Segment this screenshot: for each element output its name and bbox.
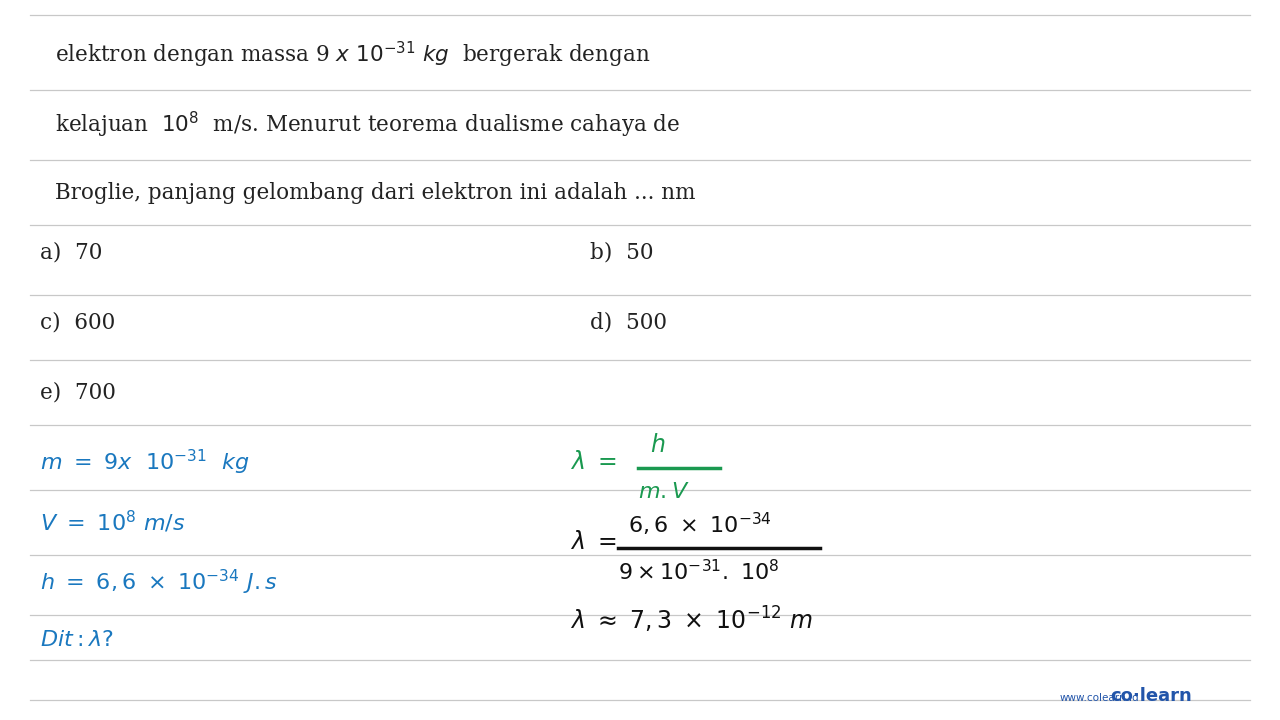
Text: $Dit: \lambda?$: $Dit: \lambda?$ [40, 630, 114, 650]
Text: kelajuan  $10^{8}$  m/s. Menurut teorema dualisme cahaya de: kelajuan $10^{8}$ m/s. Menurut teorema d… [55, 110, 680, 140]
Text: co·learn: co·learn [1110, 687, 1192, 705]
Text: b)  50: b) 50 [590, 241, 654, 263]
Text: a)  70: a) 70 [40, 241, 102, 263]
Text: d)  500: d) 500 [590, 311, 667, 333]
Text: $h$: $h$ [650, 433, 666, 457]
Text: $h\ =\ 6,6\ \times\ 10^{-34}\ J.s$: $h\ =\ 6,6\ \times\ 10^{-34}\ J.s$ [40, 567, 278, 597]
Text: $m\ =\ 9x\ \ 10^{-31}\ \ kg$: $m\ =\ 9x\ \ 10^{-31}\ \ kg$ [40, 447, 250, 477]
Text: $\lambda\ \approx\ 7,3\ \times\ 10^{-12}\ m$: $\lambda\ \approx\ 7,3\ \times\ 10^{-12}… [570, 605, 813, 635]
Text: $\lambda\ =$: $\lambda\ =$ [570, 450, 617, 474]
Text: $6,6\ \times\ 10^{-34}$: $6,6\ \times\ 10^{-34}$ [628, 510, 772, 538]
Text: Broglie, panjang gelombang dari elektron ini adalah ... nm: Broglie, panjang gelombang dari elektron… [55, 182, 695, 204]
Text: c)  600: c) 600 [40, 311, 115, 333]
Text: e)  700: e) 700 [40, 381, 116, 403]
Text: $m.V$: $m.V$ [637, 482, 690, 502]
Text: elektron dengan massa 9 $x$ $10^{-31}$ $kg$  bergerak dengan: elektron dengan massa 9 $x$ $10^{-31}$ $… [55, 40, 650, 70]
Text: $V\ =\ 10^{8}\ m/s$: $V\ =\ 10^{8}\ m/s$ [40, 509, 186, 535]
Text: www.colearn.id: www.colearn.id [1060, 693, 1139, 703]
Text: $\lambda\ =$: $\lambda\ =$ [570, 530, 617, 554]
Text: $9\times10^{-31}.\ 10^{8}$: $9\times10^{-31}.\ 10^{8}$ [618, 559, 780, 585]
